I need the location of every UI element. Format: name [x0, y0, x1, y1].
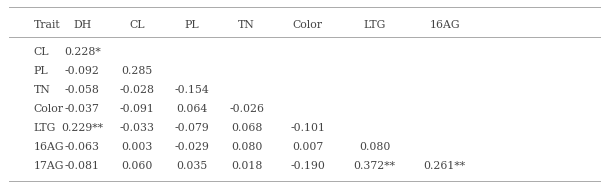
- Text: 16AG: 16AG: [33, 142, 64, 152]
- Text: -0.037: -0.037: [65, 104, 100, 114]
- Text: 0.261**: 0.261**: [423, 161, 466, 171]
- Text: -0.028: -0.028: [119, 85, 155, 95]
- Text: TN: TN: [33, 85, 51, 95]
- Text: CL: CL: [129, 20, 145, 30]
- Text: 0.007: 0.007: [292, 142, 323, 152]
- Text: Color: Color: [33, 104, 63, 114]
- Text: -0.190: -0.190: [290, 161, 325, 171]
- Text: -0.033: -0.033: [119, 123, 155, 133]
- Text: -0.026: -0.026: [229, 104, 264, 114]
- Text: -0.081: -0.081: [65, 161, 100, 171]
- Text: 0.229**: 0.229**: [62, 123, 103, 133]
- Text: 0.285: 0.285: [121, 66, 153, 76]
- Text: Color: Color: [292, 20, 323, 30]
- Text: 0.018: 0.018: [231, 161, 262, 171]
- Text: -0.101: -0.101: [290, 123, 325, 133]
- Text: DH: DH: [73, 20, 91, 30]
- Text: -0.154: -0.154: [174, 85, 209, 95]
- Text: Trait: Trait: [33, 20, 60, 30]
- Text: 17AG: 17AG: [33, 161, 64, 171]
- Text: LTG: LTG: [33, 123, 56, 133]
- Text: 0.064: 0.064: [176, 104, 208, 114]
- Text: 0.003: 0.003: [121, 142, 153, 152]
- Text: -0.058: -0.058: [65, 85, 100, 95]
- Text: 0.060: 0.060: [121, 161, 153, 171]
- Text: LTG: LTG: [364, 20, 385, 30]
- Text: -0.091: -0.091: [119, 104, 155, 114]
- Text: 0.080: 0.080: [231, 142, 262, 152]
- Text: PL: PL: [33, 66, 48, 76]
- Text: 0.080: 0.080: [359, 142, 390, 152]
- Text: 0.068: 0.068: [231, 123, 262, 133]
- Text: -0.029: -0.029: [174, 142, 209, 152]
- Text: 0.228*: 0.228*: [64, 47, 100, 57]
- Text: CL: CL: [33, 47, 49, 57]
- Text: 0.035: 0.035: [176, 161, 208, 171]
- Text: -0.092: -0.092: [65, 66, 100, 76]
- Text: PL: PL: [185, 20, 199, 30]
- Text: TN: TN: [238, 20, 255, 30]
- Text: 0.372**: 0.372**: [354, 161, 395, 171]
- Text: -0.063: -0.063: [65, 142, 100, 152]
- Text: 16AG: 16AG: [429, 20, 460, 30]
- Text: -0.079: -0.079: [174, 123, 209, 133]
